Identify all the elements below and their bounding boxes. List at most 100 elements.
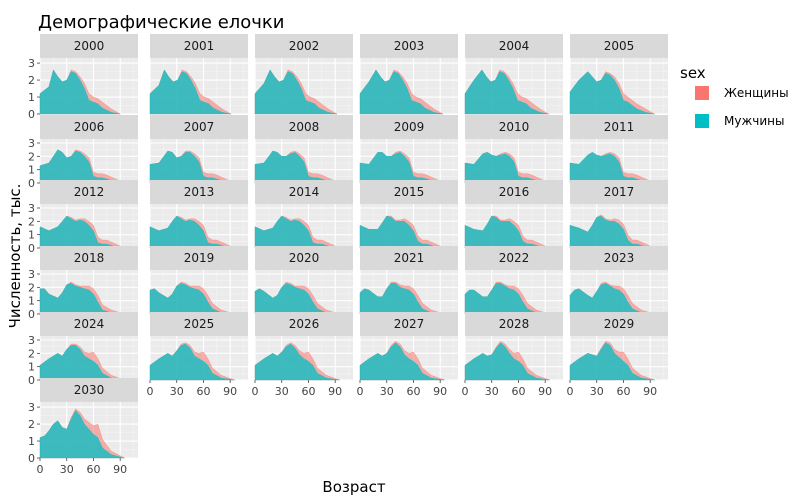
facet-strip (570, 34, 668, 58)
x-tick-label: 90 (223, 385, 237, 398)
x-tick-label: 0 (357, 385, 364, 398)
facet-strip (40, 34, 138, 58)
y-tick-label: 0 (28, 108, 35, 121)
facet-strip (465, 34, 563, 58)
x-tick-label: 0 (147, 385, 154, 398)
x-tick-label: 90 (328, 385, 342, 398)
facet-strip-label: 2020 (289, 251, 320, 265)
x-tick-label: 60 (301, 385, 315, 398)
facet-panel-2019: 2019 (149, 246, 248, 315)
facet-panel-2002: 2002 (254, 34, 353, 115)
facet-strip-label: 2008 (289, 120, 320, 134)
facet-panel-2023: 2023 (569, 246, 668, 315)
facet-strip (150, 34, 248, 58)
facet-panel-2028: 2028 0 30 60 90 (462, 312, 563, 398)
facet-panel-2014: 2014 (254, 180, 353, 249)
facet-strip-label: 2022 (499, 251, 530, 265)
area-men-2010 (464, 152, 550, 184)
facet-panel-2008: 2008 (254, 115, 353, 184)
facet-panel-2029: 2029 0 30 60 90 (567, 312, 668, 398)
facet-strip (360, 180, 458, 204)
facet-strip-label: 2029 (604, 317, 635, 331)
x-tick-label: 90 (433, 385, 447, 398)
facet-panel-2010: 2010 (464, 115, 563, 184)
x-tick-label: 0 (37, 463, 44, 476)
x-tick-label: 0 (252, 385, 259, 398)
area-men-2003 (359, 69, 443, 115)
y-tick-label: 3 (28, 334, 35, 347)
facet-strip (255, 180, 353, 204)
facet-panel-2011: 2011 (569, 115, 668, 184)
area-men-2020 (254, 283, 340, 315)
y-tick-label: 3 (28, 137, 35, 150)
facet-strip-label: 2016 (499, 185, 530, 199)
facet-panel-2003: 2003 (359, 34, 458, 115)
area-men-2015 (359, 215, 445, 249)
x-axis-title: Возраст (322, 478, 385, 496)
facet-strip-label: 2023 (604, 251, 635, 265)
facet-strip-label: 2021 (394, 251, 425, 265)
facet-strip-label: 2030 (74, 383, 105, 397)
area-men-2022 (464, 283, 550, 315)
facet-panel-2021: 2021 (359, 246, 458, 315)
y-tick-label: 0 (28, 242, 35, 255)
facet-strip (465, 180, 563, 204)
facet-panel-2025: 2025 0 30 60 90 (147, 312, 248, 398)
y-tick-label: 0 (28, 177, 35, 190)
facet-strip-label: 2002 (289, 39, 320, 53)
facet-strip-label: 2009 (394, 120, 425, 134)
facet-strip (255, 115, 353, 139)
area-men-2011 (569, 152, 655, 184)
x-tick-label: 30 (275, 385, 289, 398)
facet-strip-label: 2015 (394, 185, 425, 199)
facet-strip (40, 246, 138, 270)
facet-panel-2004: 2004 (464, 34, 563, 115)
facet-strip (570, 312, 668, 336)
facet-panel-2007: 2007 (149, 115, 248, 184)
area-men-2007 (149, 150, 235, 184)
facet-strip (150, 115, 248, 139)
x-tick-label: 90 (643, 385, 657, 398)
facet-strip (570, 115, 668, 139)
facet-strip-label: 2006 (74, 120, 105, 134)
y-axis-title: Численность, тыс. (6, 184, 24, 329)
y-tick-label: 2 (28, 347, 35, 360)
facet-strip-label: 2001 (184, 39, 215, 53)
y-tick-label: 0 (28, 374, 35, 387)
legend-title: sex (680, 64, 706, 82)
y-tick-label: 2 (28, 418, 35, 431)
legend: sex Женщины Мужчины (680, 64, 789, 128)
area-men-2009 (359, 152, 445, 184)
area-men-2001 (149, 69, 232, 115)
y-tick-label: 1 (28, 361, 35, 374)
facet-panel-2005: 2005 (569, 34, 668, 115)
facet-strip-label: 2017 (604, 185, 635, 199)
y-tick-label: 1 (28, 229, 35, 242)
legend-swatch-women (695, 86, 709, 100)
area-men-2023 (569, 283, 655, 315)
legend-label-men: Мужчины (724, 114, 784, 128)
area-men-2006 (39, 149, 125, 184)
y-tick-label: 1 (28, 435, 35, 448)
facet-panel-2016: 2016 (464, 180, 563, 249)
facet-panel-2020: 2020 (254, 246, 353, 315)
facet-strip-label: 2011 (604, 120, 635, 134)
y-tick-label: 3 (28, 268, 35, 281)
facet-panel-2027: 2027 0 30 60 90 (357, 312, 458, 398)
facet-strip-label: 2028 (499, 317, 530, 331)
y-tick-label: 2 (28, 150, 35, 163)
x-tick-label: 90 (113, 463, 127, 476)
facet-panel-2009: 2009 (359, 115, 458, 184)
y-tick-label: 0 (28, 308, 35, 321)
chart-title: Демографические елочки (38, 12, 285, 33)
x-tick-label: 60 (406, 385, 420, 398)
x-tick-label: 60 (86, 463, 100, 476)
facet-strip-label: 2004 (499, 39, 530, 53)
y-tick-label: 1 (28, 91, 35, 104)
facet-strip (150, 312, 248, 336)
area-men-2005 (569, 71, 655, 115)
facet-strip (40, 312, 138, 336)
facet-panel-2013: 2013 (149, 180, 248, 249)
